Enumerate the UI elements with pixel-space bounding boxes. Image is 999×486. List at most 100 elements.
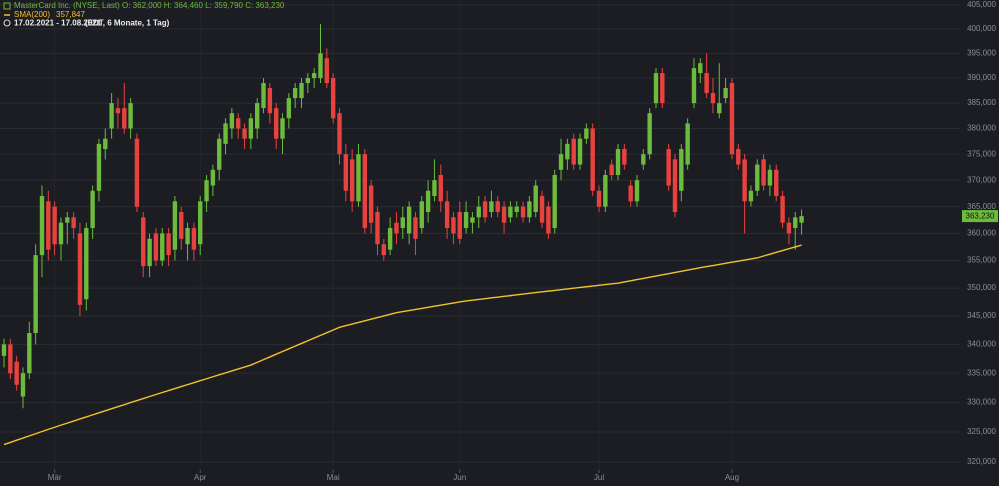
y-tick-label: 340,000 <box>967 340 996 349</box>
y-tick-label: 385,000 <box>967 98 996 107</box>
candle-body <box>653 73 659 104</box>
marks: 363,230 <box>1 24 998 446</box>
candle-body <box>622 149 627 165</box>
candle-body <box>641 154 646 165</box>
candle-body <box>356 154 361 202</box>
candle-body <box>96 143 102 191</box>
y-tick-label: 360,000 <box>967 229 996 238</box>
candle-body <box>153 233 159 261</box>
last-price-label: 363,230 <box>966 212 995 221</box>
period: 17.02.2021 - 17.08.2021 <box>14 19 102 28</box>
candle-body <box>14 361 19 385</box>
candle-body <box>476 206 481 218</box>
candle-body <box>179 211 184 239</box>
candle-body <box>39 196 45 256</box>
y-tick-label: 330,000 <box>967 397 996 406</box>
candle-body <box>166 233 171 256</box>
candle-body <box>280 118 285 139</box>
candle-body <box>413 217 418 239</box>
y-tick-label: 365,000 <box>967 202 996 211</box>
candle-body <box>508 206 513 218</box>
candle-body <box>710 93 716 104</box>
candle-body <box>185 228 190 245</box>
candle-body <box>603 175 608 207</box>
candle-body <box>698 63 703 74</box>
candle-body <box>122 108 127 129</box>
candle-body <box>387 228 393 250</box>
candle-body <box>590 128 595 191</box>
instrument-icon <box>3 2 11 10</box>
sma-legend-name: SMA(200) <box>14 10 50 19</box>
candle-body <box>419 201 424 229</box>
candle-body <box>267 88 273 114</box>
y-tick-label: 395,000 <box>967 48 996 57</box>
candle-body <box>20 373 26 397</box>
candle-body <box>736 149 741 165</box>
y-tick-label: 370,000 <box>967 175 996 184</box>
candle-body <box>349 159 355 202</box>
candle-body <box>229 113 235 129</box>
candle-body <box>299 83 304 99</box>
y-tick-label: 320,000 <box>967 457 996 466</box>
candle-body <box>571 138 576 165</box>
candle-body <box>558 154 564 170</box>
candle-body <box>552 175 557 229</box>
candle-body <box>533 185 538 212</box>
candle-body <box>425 190 431 212</box>
candle-body <box>786 222 792 234</box>
candle-body <box>362 154 368 229</box>
candle-body <box>77 233 83 305</box>
candle-body <box>501 206 507 223</box>
candle-body <box>628 185 633 202</box>
candle-body <box>584 128 589 139</box>
candle-body <box>217 138 222 170</box>
y-tick-label: 325,000 <box>967 427 996 436</box>
candle-body <box>482 201 488 218</box>
candle-body <box>1 344 7 356</box>
candle-body <box>286 98 292 119</box>
candle-body <box>495 201 500 212</box>
candle-body <box>767 169 773 186</box>
y-tick-label: 355,000 <box>967 256 996 265</box>
candle-body <box>615 149 621 176</box>
candle-body <box>103 138 108 150</box>
y-tick-label: 375,000 <box>967 149 996 158</box>
candle-body <box>261 83 266 109</box>
y-tick-label: 390,000 <box>967 73 996 82</box>
candle-body <box>793 217 798 229</box>
y-tick-label: 400,000 <box>967 24 996 33</box>
candle-body <box>375 211 380 245</box>
x-tick-label: Jul <box>594 473 604 482</box>
candle-body <box>343 154 349 191</box>
candle-body <box>330 78 336 119</box>
clock-icon <box>3 19 11 27</box>
candle-body <box>52 206 57 245</box>
candle-body <box>58 222 64 245</box>
y-tick-label: 350,000 <box>967 283 996 292</box>
candle-body <box>780 196 785 223</box>
candle-body <box>761 159 766 186</box>
candle-body <box>109 103 114 129</box>
candle-body <box>204 180 209 202</box>
candle-body <box>489 201 494 212</box>
candle-body <box>172 201 178 250</box>
candle-body <box>685 123 690 165</box>
period-info: (EDT, 6 Monate, 1 Tag) <box>85 19 170 28</box>
candle-body <box>666 149 671 186</box>
x-tick-label: Apr <box>194 473 207 482</box>
candle-body <box>609 164 614 176</box>
last-price-tag <box>962 210 998 223</box>
candle-body <box>147 238 152 267</box>
candle-body <box>723 88 728 99</box>
candle-body <box>210 169 216 186</box>
candle-body <box>704 73 709 94</box>
candle-body <box>799 216 804 223</box>
legend: MasterCard Inc. (NYSE, Last) O: 362,000 … <box>3 1 285 28</box>
candle-body <box>128 103 133 129</box>
candle-body <box>596 190 602 207</box>
y-tick-label: 335,000 <box>967 368 996 377</box>
candle-body <box>46 201 51 250</box>
candle-body <box>451 217 456 234</box>
candle-body <box>305 78 311 84</box>
candle-body <box>514 206 519 212</box>
